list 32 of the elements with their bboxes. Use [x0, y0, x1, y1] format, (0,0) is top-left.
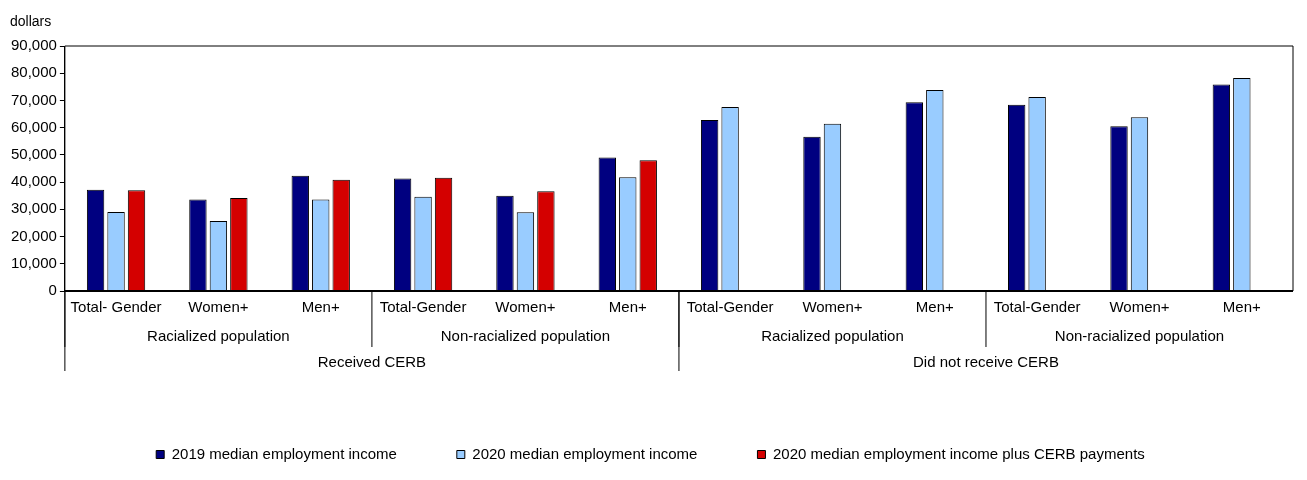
- text: Did not receive CERB: [913, 353, 1059, 371]
- y-tick-label: 30,000: [10, 199, 57, 217]
- y-tick-label: 20,000: [10, 226, 57, 244]
- x-tick-label: Women+: [495, 298, 556, 316]
- y-tick-label: 60,000: [10, 117, 57, 135]
- x-tick-label: Total- Gender: [70, 298, 162, 316]
- y-tick-label: 0: [48, 281, 57, 299]
- x-tick-label: Men+: [915, 298, 954, 316]
- x-tick-label: Total-Gender: [686, 298, 774, 316]
- legend-label: 2020 median employment income plus CERB payments: [772, 444, 1145, 462]
- y-axis-title: dollars: [10, 12, 52, 29]
- legend-label: 2019 median employment income: [171, 444, 397, 462]
- x-tick-label: Men+: [608, 298, 647, 316]
- text: Non-racialized population: [1054, 327, 1225, 345]
- y-tick-label: 90,000: [10, 36, 57, 54]
- text: Racialized population: [147, 327, 290, 345]
- y-tick-label: 70,000: [10, 90, 57, 108]
- y-tick-label: 10,000: [10, 253, 57, 271]
- y-tick-label: 80,000: [10, 63, 57, 81]
- x-tick-label: Women+: [802, 298, 863, 316]
- x-tick-label: Men+: [301, 298, 340, 316]
- x-tick-label: Women+: [188, 298, 249, 316]
- x-tick-label: Women+: [1109, 298, 1170, 316]
- text: Racialized population: [761, 327, 904, 345]
- x-tick-label: Total-Gender: [379, 298, 467, 316]
- y-tick-label: 50,000: [10, 145, 57, 163]
- text: Non-racialized population: [440, 327, 611, 345]
- legend-label: 2020 median employment income: [472, 444, 698, 462]
- x-tick-label: Men+: [1222, 298, 1262, 316]
- y-tick-label: 40,000: [10, 172, 57, 190]
- text: Received CERB: [317, 353, 427, 371]
- x-tick-label: Total-Gender: [993, 298, 1081, 316]
